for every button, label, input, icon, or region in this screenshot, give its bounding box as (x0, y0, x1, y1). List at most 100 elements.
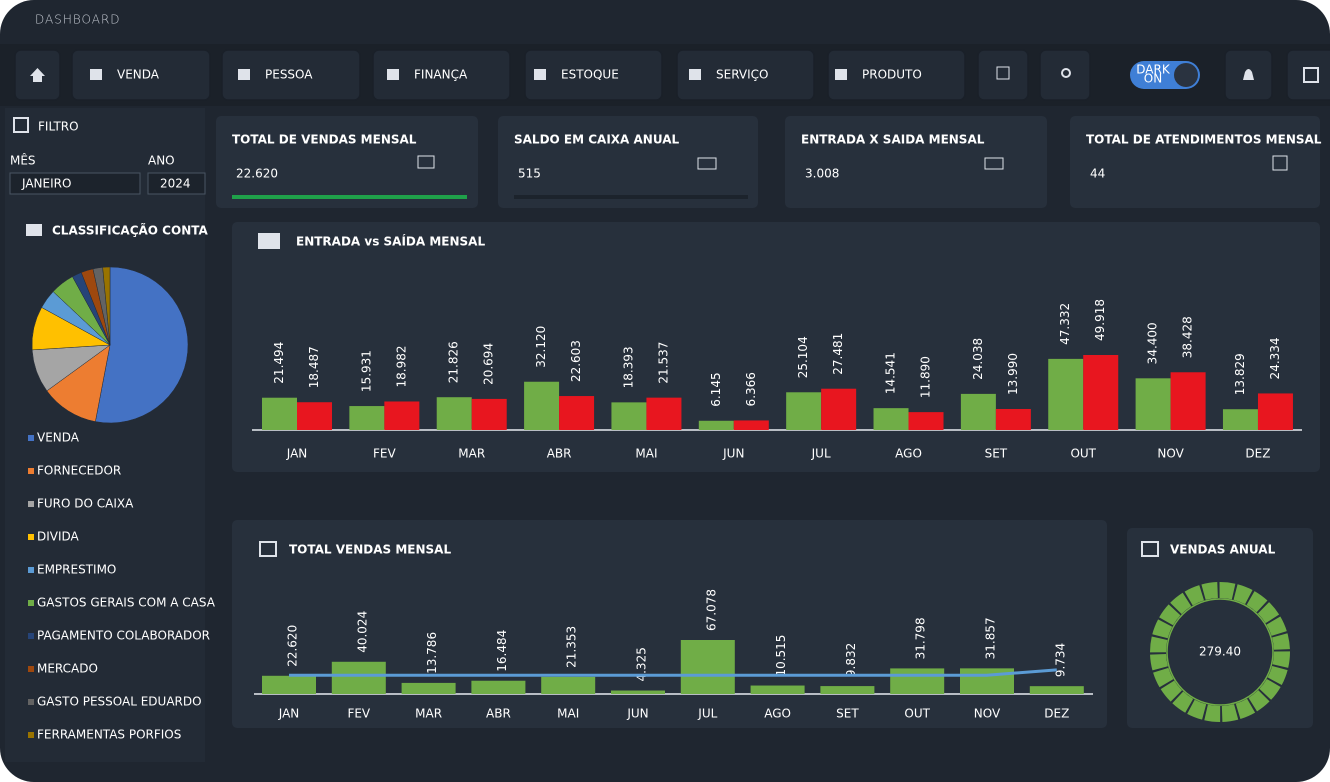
chart-title: TOTAL VENDAS MENSAL (289, 543, 451, 557)
value-label: 22.620 (286, 625, 300, 667)
bar (1135, 378, 1171, 430)
legend-swatch (28, 567, 34, 573)
nav-button[interactable] (221, 49, 361, 101)
value-label: 47.332 (1058, 303, 1072, 345)
value-label: 27.481 (831, 333, 845, 375)
bar (698, 420, 734, 430)
x-tick-label: OUT (904, 707, 930, 721)
value-label: 32.120 (534, 326, 548, 368)
legend-label: FORNECEDOR (37, 464, 121, 478)
year-value: 2024 (160, 177, 191, 191)
nav-icon (387, 69, 399, 80)
pie-slice (102, 266, 111, 346)
legend-label: GASTO PESSOAL EDUARDO (37, 695, 202, 709)
nav-button[interactable] (372, 49, 511, 101)
value-label: 18.393 (621, 346, 635, 388)
legend-label: MERCADO (37, 662, 98, 676)
settings-button[interactable] (1039, 49, 1091, 101)
line (289, 668, 1057, 677)
value-label: 14.541 (884, 352, 898, 394)
x-tick-label: ABR (547, 447, 572, 461)
panel-title: VENDAS ANUAL (1170, 543, 1276, 557)
card (498, 116, 758, 208)
card-value: 3.008 (805, 167, 839, 181)
value-label: 21.353 (565, 626, 579, 668)
nav-icon (90, 69, 102, 80)
legend-swatch (28, 600, 34, 606)
legend-swatch (28, 699, 34, 705)
x-tick-label: JUL (697, 707, 717, 721)
toggle-label: DARK (1136, 63, 1171, 77)
pie-icon (26, 224, 42, 236)
nav-button[interactable] (827, 49, 966, 101)
nav-button[interactable] (524, 49, 663, 101)
value-label: 21.494 (272, 342, 286, 384)
progress-bar (232, 195, 467, 199)
value-label: 25.104 (796, 336, 810, 378)
value-label: 24.334 (1268, 337, 1282, 379)
value-label: 11.890 (919, 356, 933, 398)
nav-icon (534, 69, 546, 80)
dashboard-title: DASHBOARD (35, 13, 121, 27)
bar (873, 408, 909, 430)
share-button[interactable] (1286, 49, 1330, 101)
x-tick-label: MAR (415, 707, 442, 721)
bar (611, 402, 647, 430)
cart-icon (1141, 541, 1159, 557)
nav-label: SERVIÇO (716, 68, 768, 82)
nav-icon (238, 69, 250, 80)
bar (262, 397, 297, 430)
bar (1257, 393, 1293, 430)
nav-button[interactable] (71, 49, 211, 101)
value-label: 13.990 (1006, 353, 1020, 395)
bar (733, 420, 769, 430)
x-tick-label: ABR (486, 707, 511, 721)
nav-label: FINANÇA (414, 68, 468, 82)
filter-title: FILTRO (38, 120, 79, 134)
bar (436, 397, 472, 430)
chart-title: ENTRADA vs SAÍDA MENSAL (296, 234, 485, 249)
bar (680, 640, 735, 694)
nav-button[interactable] (676, 49, 815, 101)
toggle-label: ON (1144, 72, 1162, 86)
cart-icon (259, 541, 277, 557)
value-label: 31.857 (984, 617, 998, 659)
value-label: 38.428 (1181, 316, 1195, 358)
value-label: 34.400 (1146, 322, 1160, 364)
pie-slice (95, 266, 189, 424)
value-label: 4.325 (635, 647, 649, 681)
month-value: JANEIRO (21, 177, 71, 191)
bar (541, 676, 596, 694)
legend-label: VENDA (37, 431, 80, 445)
year-select[interactable] (147, 172, 206, 195)
x-tick-label: AGO (764, 707, 791, 721)
value-label: 21.826 (447, 341, 461, 383)
bar (908, 412, 944, 430)
month-select[interactable] (9, 172, 141, 195)
month-label: MÊS (10, 153, 36, 168)
x-tick-label: OUT (1070, 447, 1096, 461)
card-value: 515 (518, 167, 541, 181)
settings-icon (1061, 68, 1071, 78)
bar (401, 682, 456, 694)
x-tick-label: NOV (1157, 447, 1184, 461)
value-label: 24.038 (971, 338, 985, 380)
year-label: ANO (148, 154, 175, 168)
bar (646, 397, 682, 430)
value-label: 18.982 (394, 345, 408, 387)
legend-label: EMPRESTIMO (37, 563, 116, 577)
bar (611, 690, 665, 694)
bar (297, 402, 332, 430)
legend-swatch (28, 468, 34, 474)
legend-label: DIVIDA (37, 530, 80, 544)
legend-swatch (28, 534, 34, 540)
card-value: 44 (1090, 167, 1105, 181)
bar (471, 398, 507, 430)
card (1070, 116, 1320, 208)
bell-icon (1243, 69, 1254, 80)
bar (349, 406, 385, 430)
bar (960, 393, 996, 430)
chart-button[interactable] (977, 49, 1029, 101)
card-value: 22.620 (236, 167, 278, 181)
card-title: TOTAL DE VENDAS MENSAL (232, 133, 417, 147)
